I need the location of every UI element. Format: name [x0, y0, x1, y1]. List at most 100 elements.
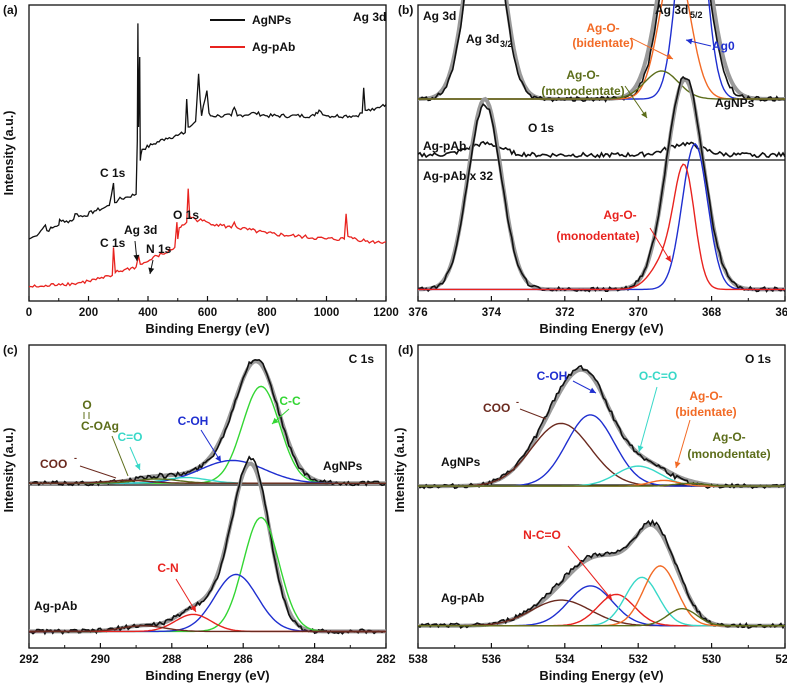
panel-c-label-agnps: AgNPs — [323, 459, 363, 473]
panel-d-label-ago-bi: Ag-O- — [689, 389, 722, 403]
panel-b-label-ag0: Ag0 — [712, 39, 735, 53]
panel-c-series-ag-pab-c-c — [29, 516, 386, 633]
panel-a-annot-o1s-pab: O 1s — [173, 208, 199, 222]
panel-c-xlabel: Binding Energy (eV) — [145, 668, 269, 683]
panel-b-series-ag-pab — [417, 140, 786, 159]
panel-d-xtick-label: 534 — [555, 654, 575, 666]
panel-a-xtick-label: 800 — [257, 307, 276, 319]
panel-c-arrow-coh — [200, 429, 222, 463]
panel-a-xtick-label: 600 — [198, 307, 217, 319]
panel-c-series-ag-pab-c-oh — [29, 573, 386, 633]
panel-d-label-coh: C-OH — [537, 369, 568, 383]
panel-b-label-ago-mono-pab: Ag-O- — [603, 208, 636, 222]
panel-b-arrow-ago-bi-head — [666, 53, 673, 59]
panel-b-label-ag3d32: Ag 3d — [466, 32, 499, 46]
panel-b-series-agnps-data — [417, 0, 786, 103]
panel-a-arrow-n1s-head — [148, 267, 155, 274]
panel-d-arrow-nco — [567, 545, 613, 601]
panel-d-series-ag-pab-ag-o-monodentate — [418, 608, 785, 627]
panel-d-label: (d) — [398, 343, 413, 357]
panel-b-xtick-label: 370 — [629, 307, 648, 319]
panel-d-series-ag-o-monodentate- — [418, 482, 785, 487]
panel-a-xtick-label: 0 — [26, 307, 32, 319]
panel-d-xtick-label: 532 — [629, 654, 648, 666]
panel-d-label-coo: COO — [483, 401, 510, 415]
panel-c-arrow-coo — [79, 465, 117, 479]
panel-c-xtick-label: 288 — [162, 654, 182, 666]
panel-c-ylabel: Intensity (a.u.) — [2, 428, 16, 513]
panel-d-label-agnps: AgNPs — [441, 455, 481, 469]
panel-c-arrow-cc-head — [272, 417, 279, 424]
panel-d-label-coo-sup: - — [516, 397, 519, 407]
panel-d-ylabel: Intensity (a.u.) — [393, 428, 407, 513]
panel-a-xtick-label: 200 — [79, 307, 98, 319]
panel-b-arrow-ago-mono-pab-head — [665, 255, 671, 262]
panel-c-arrow-cn-head — [190, 605, 196, 612]
panel-c-series-ag-pab-envelope — [29, 461, 386, 634]
panel-b-label-agpab32: Ag-pAb x 32 — [423, 169, 493, 183]
panel-d-label-ago-mono-2: (monodentate) — [687, 447, 770, 461]
panel-a-xtick-label: 1000 — [314, 307, 340, 319]
panel-d-xtick-label: 538 — [408, 654, 428, 666]
panel-a-series-ag-pab — [28, 188, 387, 288]
panel-a-arrow-ag3d-head — [133, 254, 140, 261]
panel-c-label-coh: C-OH — [178, 414, 209, 428]
panel-c-label-o: O — [82, 398, 91, 412]
panel-a-ylabel: Intensity (a.u.) — [2, 111, 16, 196]
panel-b-series-ag-pab-x-32-ag-o-monodentate- — [418, 163, 785, 291]
panel-a-annot-c1s-pab: C 1s — [100, 236, 126, 250]
panel-c-label-cc: C-C — [279, 394, 301, 408]
panel-a-annot-n1s: N 1s — [146, 242, 172, 256]
panel-c-label-coag: C-OAg — [81, 419, 119, 433]
panel-c-arrow-coag — [111, 435, 129, 477]
panel-b-label-ag3d52-sub: 5/2 — [690, 10, 703, 20]
panel-b-series-ag-pab-x-32-envelope — [418, 77, 785, 292]
panel-b-label-ago-mono-2: (monodentate) — [541, 84, 624, 98]
panel-b-xtick-label: 368 — [702, 307, 722, 319]
panel-c-series-ag-pab-coo- — [29, 625, 386, 633]
panel-c-xtick-label: 290 — [91, 654, 110, 666]
panel-b-label-agnps: AgNPs — [715, 96, 755, 110]
panel-c-xtick-label: 284 — [305, 654, 325, 666]
panel-d-xtick-label: 536 — [482, 654, 501, 666]
panel-d-arrow-nco-head — [605, 593, 612, 600]
panel-b-xtick-label: 374 — [482, 307, 502, 319]
panel-d-series-ag-pab-data — [417, 519, 786, 630]
panel-b-xtick-label: 376 — [408, 307, 427, 319]
panel-c-label: (c) — [3, 343, 18, 357]
panel-d-xtick-label: 530 — [702, 654, 721, 666]
panel-d-label-oco: O-C=O — [639, 369, 677, 383]
panel-d-label-nco: N-C=O — [523, 528, 561, 542]
panel-c-xtick-label: 286 — [234, 654, 253, 666]
panel-c-label-agpab: Ag-pAb — [34, 599, 77, 613]
panel-c-title: C 1s — [349, 352, 375, 366]
panel-a-annot-ag3d: Ag 3d — [353, 10, 386, 24]
panel-a-frame — [28, 4, 387, 302]
panel-d-arrow-oco — [638, 386, 658, 453]
panel-c-frame — [28, 344, 387, 649]
panel-a-annot-c1s: C 1s — [100, 166, 126, 180]
panel-c-label-co: C=O — [117, 430, 142, 444]
panel-c-arrow-coh-head — [215, 455, 221, 462]
panel-a-xlabel: Binding Energy (eV) — [145, 321, 269, 336]
panel-b-title: Ag 3d — [423, 9, 456, 23]
panel-b-label-ag3d32-sub: 3/2 — [500, 39, 513, 49]
panel-c-arrow-cn — [175, 578, 197, 613]
panel-a-label: (a) — [3, 3, 18, 17]
panel-d-arrow-ago-bi-head — [674, 461, 681, 468]
panel-b-arrow-ago-mono — [624, 85, 648, 119]
panel-b-label-ago-mono-pab-2: (monodentate) — [556, 229, 639, 243]
panel-a-legend-label: AgNPs — [252, 13, 292, 27]
panel-b-label-agpab: Ag-pAb — [423, 139, 466, 153]
panel-b-series-ag-o-monodentate- — [418, 70, 785, 100]
panel-a-series-agnps — [28, 23, 387, 240]
panel-c-label-coo: COO — [40, 457, 67, 471]
panel-b-series-ag-pab-x-32-ag0 — [418, 142, 785, 291]
panel-d-series-agnps-data — [417, 364, 786, 490]
panel-b-label-ago-bi-2: (bidentate) — [572, 36, 633, 50]
panel-b-arrow-ag0-head — [686, 38, 693, 45]
panel-a-xtick-label: 400 — [138, 307, 157, 319]
panel-b-arrow-ago-bi — [630, 37, 674, 60]
panel-d-arrow-ago-bi — [675, 419, 691, 469]
panel-d-label-ago-bi-2: (bidentate) — [675, 405, 736, 419]
